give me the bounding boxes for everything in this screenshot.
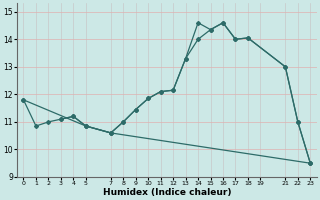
X-axis label: Humidex (Indice chaleur): Humidex (Indice chaleur) [103,188,231,197]
